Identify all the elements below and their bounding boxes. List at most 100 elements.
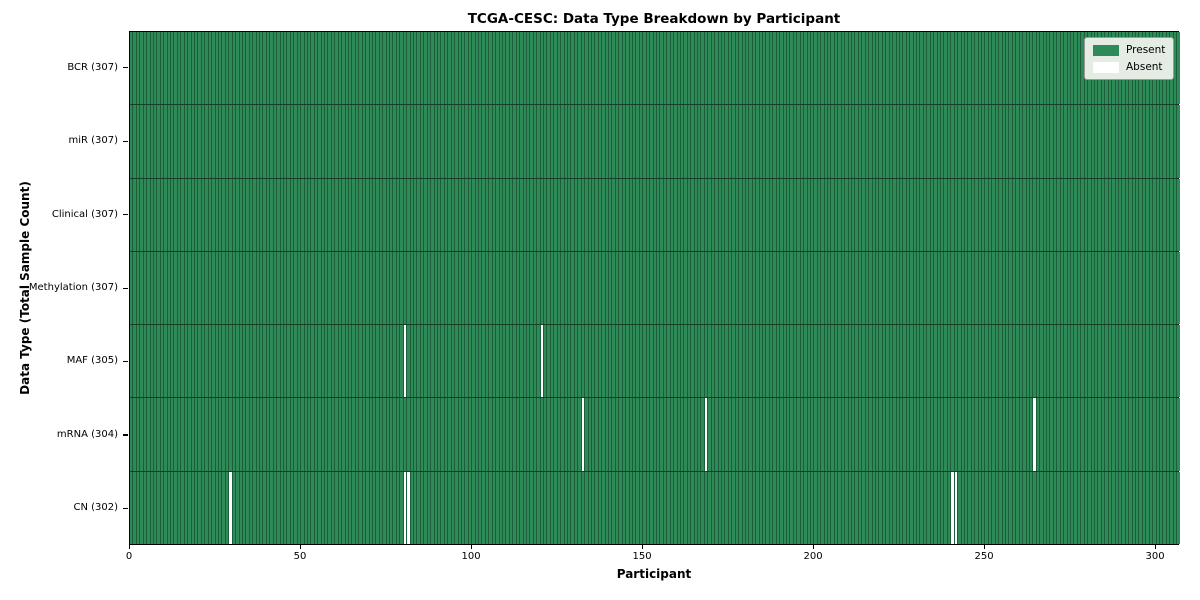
cell-present [290, 325, 295, 398]
cell-present [862, 105, 866, 178]
cell-present [745, 471, 750, 544]
cell-absent [951, 471, 955, 544]
cell-present [787, 398, 791, 471]
cell-present [506, 105, 510, 178]
cell-present [882, 398, 887, 471]
cell-present [437, 325, 442, 398]
cell-present [465, 105, 469, 178]
cell-present [554, 325, 558, 398]
cell-present [739, 251, 743, 325]
cell-present [605, 325, 610, 398]
cell-present [201, 178, 206, 251]
cell-present [937, 105, 941, 178]
cell-present [711, 398, 716, 471]
cell-present [499, 32, 503, 105]
cell-present [954, 32, 959, 105]
cell-present [1064, 178, 1068, 251]
cell-present [852, 105, 856, 178]
cell-present [732, 398, 736, 471]
cell-present [766, 325, 770, 398]
cell-present [277, 32, 281, 105]
cell-present [1170, 471, 1174, 544]
cell-present [903, 178, 907, 251]
cell-present [1170, 251, 1174, 325]
cell-present [232, 398, 237, 471]
cell-present [283, 325, 288, 398]
cell-present [643, 325, 647, 398]
cell-present [1105, 471, 1109, 544]
cell-present [732, 325, 736, 398]
cell-present [588, 251, 592, 325]
cell-present [403, 251, 408, 325]
cell-present [1101, 471, 1106, 544]
cell-present [793, 471, 798, 544]
cell-present [290, 32, 295, 105]
cell-present [263, 178, 267, 251]
cell-present [1088, 471, 1092, 544]
cell-present [944, 105, 948, 178]
cell-present [236, 251, 240, 325]
cell-present [1081, 105, 1085, 178]
cell-present [1047, 398, 1051, 471]
cell-present [294, 471, 298, 544]
cell-present [1129, 251, 1133, 325]
cell-present [321, 251, 326, 325]
cell-present [581, 325, 586, 398]
cell-present [923, 251, 928, 325]
cell-present [290, 251, 295, 325]
cell-present [537, 178, 541, 251]
cell-present [694, 471, 699, 544]
cell-present [188, 32, 192, 105]
cell-present [1002, 251, 1006, 325]
cell-present [362, 251, 367, 325]
cell-present [273, 105, 278, 178]
cell-present [995, 471, 1000, 544]
cell-present [568, 398, 572, 471]
cell-present [691, 32, 695, 105]
cell-present [643, 178, 647, 251]
cell-present [913, 32, 918, 105]
cell-present [540, 105, 545, 178]
cell-present [858, 178, 863, 251]
cell-present [893, 178, 897, 251]
cell-present [201, 105, 206, 178]
cell-present [362, 105, 367, 178]
cell-present [1166, 325, 1171, 398]
cell-present [502, 32, 507, 105]
cell-present [465, 32, 469, 105]
cell-present [246, 398, 250, 471]
cell-present [359, 398, 363, 471]
cell-present [752, 105, 757, 178]
cell-present [188, 251, 192, 325]
cell-present [191, 325, 196, 398]
cell-present [968, 178, 972, 251]
cell-present [817, 398, 822, 471]
cell-present [171, 325, 175, 398]
cell-present [427, 32, 432, 105]
cell-present [804, 105, 808, 178]
cell-present [431, 398, 435, 471]
cell-present [1088, 325, 1092, 398]
cell-present [855, 251, 859, 325]
cell-present [821, 398, 825, 471]
cell-present [331, 398, 336, 471]
cell-present [728, 105, 733, 178]
cell-present [1177, 105, 1180, 178]
cell-present [1002, 105, 1006, 178]
cell-present [910, 32, 914, 105]
cell-present [687, 398, 692, 471]
cell-present [691, 251, 695, 325]
cell-present [869, 105, 873, 178]
cell-present [191, 398, 196, 471]
cell-present [773, 398, 777, 471]
cell-present [1043, 105, 1048, 178]
cell-present [537, 471, 541, 544]
cell-present [698, 32, 702, 105]
heatmap-row-miR [130, 105, 1180, 179]
cell-present [838, 398, 842, 471]
cell-present [992, 178, 996, 251]
cell-present [958, 471, 962, 544]
cell-present [444, 105, 449, 178]
cell-present [1118, 105, 1123, 178]
cell-present [160, 325, 165, 398]
